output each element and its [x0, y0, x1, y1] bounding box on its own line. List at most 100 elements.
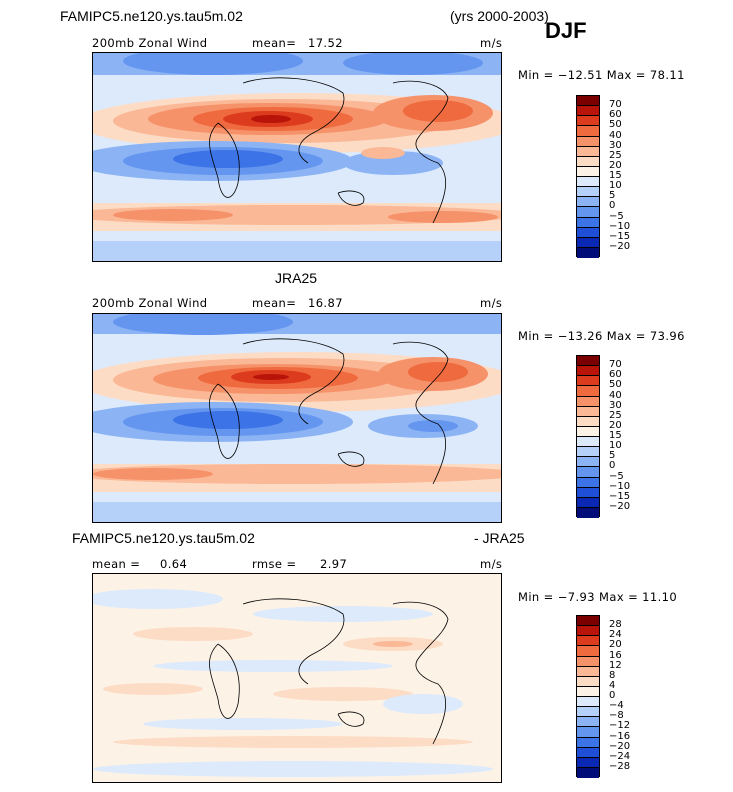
panel1-colorbar-segment [577, 146, 599, 157]
panel3-colorbar-tick-label: 20 [609, 639, 622, 651]
panel2-colorbar-tick-label: −20 [609, 500, 631, 512]
panel3-minus-label: - JRA25 [474, 530, 525, 546]
panel2-colorbar-tick-label: 10 [609, 440, 622, 452]
panel3-colorbar-segment [577, 717, 599, 728]
panel3-colorbar-segment [577, 767, 599, 778]
panel2-colorbar-segment [577, 477, 599, 488]
panel1-mean-value: 17.52 [308, 36, 343, 50]
panel2-colorbar-segment [577, 487, 599, 498]
panel3-colorbar-tick-label: −12 [609, 720, 631, 732]
panel3-colorbar-segment [577, 626, 599, 637]
panel2-colorbar-tick-label: 15 [609, 430, 622, 441]
panel2-colorbar-segment [577, 457, 599, 468]
panel3-case-title: FAMIPC5.ne120.ys.tau5m.02 [72, 530, 255, 546]
panel1-colorbar-tick-label: 0 [609, 200, 616, 212]
panel2-colorbar-segment [577, 467, 599, 478]
panel3-colorbar-tick-label: 12 [609, 659, 622, 671]
panel2-colorbar-segment [577, 376, 599, 387]
panel3-colorbar-tick-label: 4 [609, 679, 616, 691]
years-label: (yrs 2000-2003) [450, 8, 549, 24]
panel3-contour-plot [93, 574, 501, 782]
panel1-colorbar-segment [577, 197, 599, 208]
panel2-colorbar-tick-label: −5 [609, 470, 624, 482]
panel1-colorbar-tick-label: 10 [609, 180, 622, 192]
panel1-mean-label: mean= [252, 36, 297, 50]
panel1-units: m/s [480, 36, 503, 50]
panel1-colorbar-tick-label: 60 [609, 109, 622, 121]
panel2-colorbar-tick-label: 20 [609, 419, 622, 431]
panel1-colorbar-segment [577, 187, 599, 198]
panel3-colorbar-tick-label: −16 [609, 730, 631, 742]
panel2-colorbar-segment [577, 356, 599, 367]
panel3-colorbar-tick-label: 28 [609, 619, 622, 631]
panel1-minmax: Min = −12.51 Max = 78.11 [518, 68, 685, 82]
panel1-contour-plot [93, 53, 501, 261]
panel2-colorbar-tick-label: 0 [609, 460, 616, 472]
panel2-colorbar-segment [577, 426, 599, 437]
panel2-colorbar-tick-label: 50 [609, 379, 622, 391]
panel1-colorbar-segment [577, 166, 599, 177]
panel2-minmax: Min = −13.26 Max = 73.96 [518, 329, 685, 343]
panel1-colorbar-tick-label: 40 [609, 129, 622, 141]
panel3-colorbar-segment [577, 697, 599, 708]
panel3-map [92, 573, 502, 783]
panel3-colorbar-segment [577, 686, 599, 697]
panel2-dataset: JRA25 [275, 270, 318, 286]
panel3-colorbar-tick-label: 16 [609, 649, 622, 661]
panel3-colorbar [576, 615, 600, 778]
panel3-colorbar-tick-label: −28 [609, 760, 631, 772]
panel2-colorbar-segment [577, 396, 599, 407]
panel1-colorbar-segment [577, 237, 599, 248]
panel3-colorbar-segment [577, 727, 599, 738]
panel3-colorbar-segment [577, 747, 599, 758]
panel1-colorbar-tick-label: 50 [609, 119, 622, 131]
panel3-colorbar-tick-label: −20 [609, 740, 631, 752]
panel2-units: m/s [480, 296, 503, 310]
panel1-colorbar-segment [577, 207, 599, 218]
panel2-colorbar-segment [577, 497, 599, 508]
panel3-rmse-label: rmse = [252, 557, 297, 571]
panel2-colorbar-segment [577, 416, 599, 427]
panel1-colorbar-segment [577, 136, 599, 147]
panel2-colorbar [576, 355, 600, 518]
panel1-colorbar-segment [577, 106, 599, 117]
panel2-mean-value: 16.87 [308, 296, 343, 310]
panel3-colorbar-tick-label: 0 [609, 690, 616, 701]
panel3-units: m/s [480, 557, 503, 571]
panel3-colorbar-segment [577, 656, 599, 667]
panel2-colorbar-segment [577, 366, 599, 377]
panel1-colorbar-segment [577, 227, 599, 238]
panel2-title: 200mb Zonal Wind [92, 296, 208, 310]
panel2-colorbar-tick-label: 30 [609, 399, 622, 411]
panel2-colorbar-segment [577, 507, 599, 518]
panel3-mean-value: 0.64 [160, 557, 188, 571]
panel3-colorbar-segment [577, 666, 599, 677]
panel1-colorbar-tick-label: 15 [609, 170, 622, 181]
panel1-colorbar-tick-label: −20 [609, 240, 631, 252]
panel1-colorbar-segment [577, 96, 599, 107]
panel1-colorbar-tick-label: 5 [609, 190, 616, 202]
panel1-colorbar-tick-label: −5 [609, 210, 624, 222]
panel2-colorbar-tick-label: 60 [609, 369, 622, 381]
panel2-colorbar-tick-label: −15 [609, 490, 631, 502]
panel2-colorbar-segment [577, 386, 599, 397]
panel2-colorbar-tick-label: 70 [609, 359, 622, 371]
panel1-title: 200mb Zonal Wind [92, 36, 208, 50]
panel1-colorbar-tick-label: −10 [609, 220, 631, 232]
panel1-colorbar-segment [577, 156, 599, 167]
panel3-colorbar-tick-label: 24 [609, 629, 622, 641]
panel3-colorbar-segment [577, 737, 599, 748]
panel1-colorbar-segment [577, 126, 599, 137]
panel3-colorbar-segment [577, 646, 599, 657]
panel3-mean-label: mean = [92, 557, 141, 571]
panel1-colorbar-tick-label: 70 [609, 99, 622, 111]
panel3-colorbar-tick-label: 8 [609, 669, 616, 681]
panel2-colorbar-tick-label: 25 [609, 409, 622, 421]
season-label: DJF [545, 18, 587, 43]
panel2-contour-plot [93, 314, 501, 522]
panel1-colorbar-tick-label: 25 [609, 149, 622, 161]
panel2-colorbar-tick-label: 5 [609, 450, 616, 462]
panel3-colorbar-tick-label: −24 [609, 750, 631, 762]
panel3-colorbar-segment [577, 616, 599, 627]
panel2-map [92, 313, 502, 523]
